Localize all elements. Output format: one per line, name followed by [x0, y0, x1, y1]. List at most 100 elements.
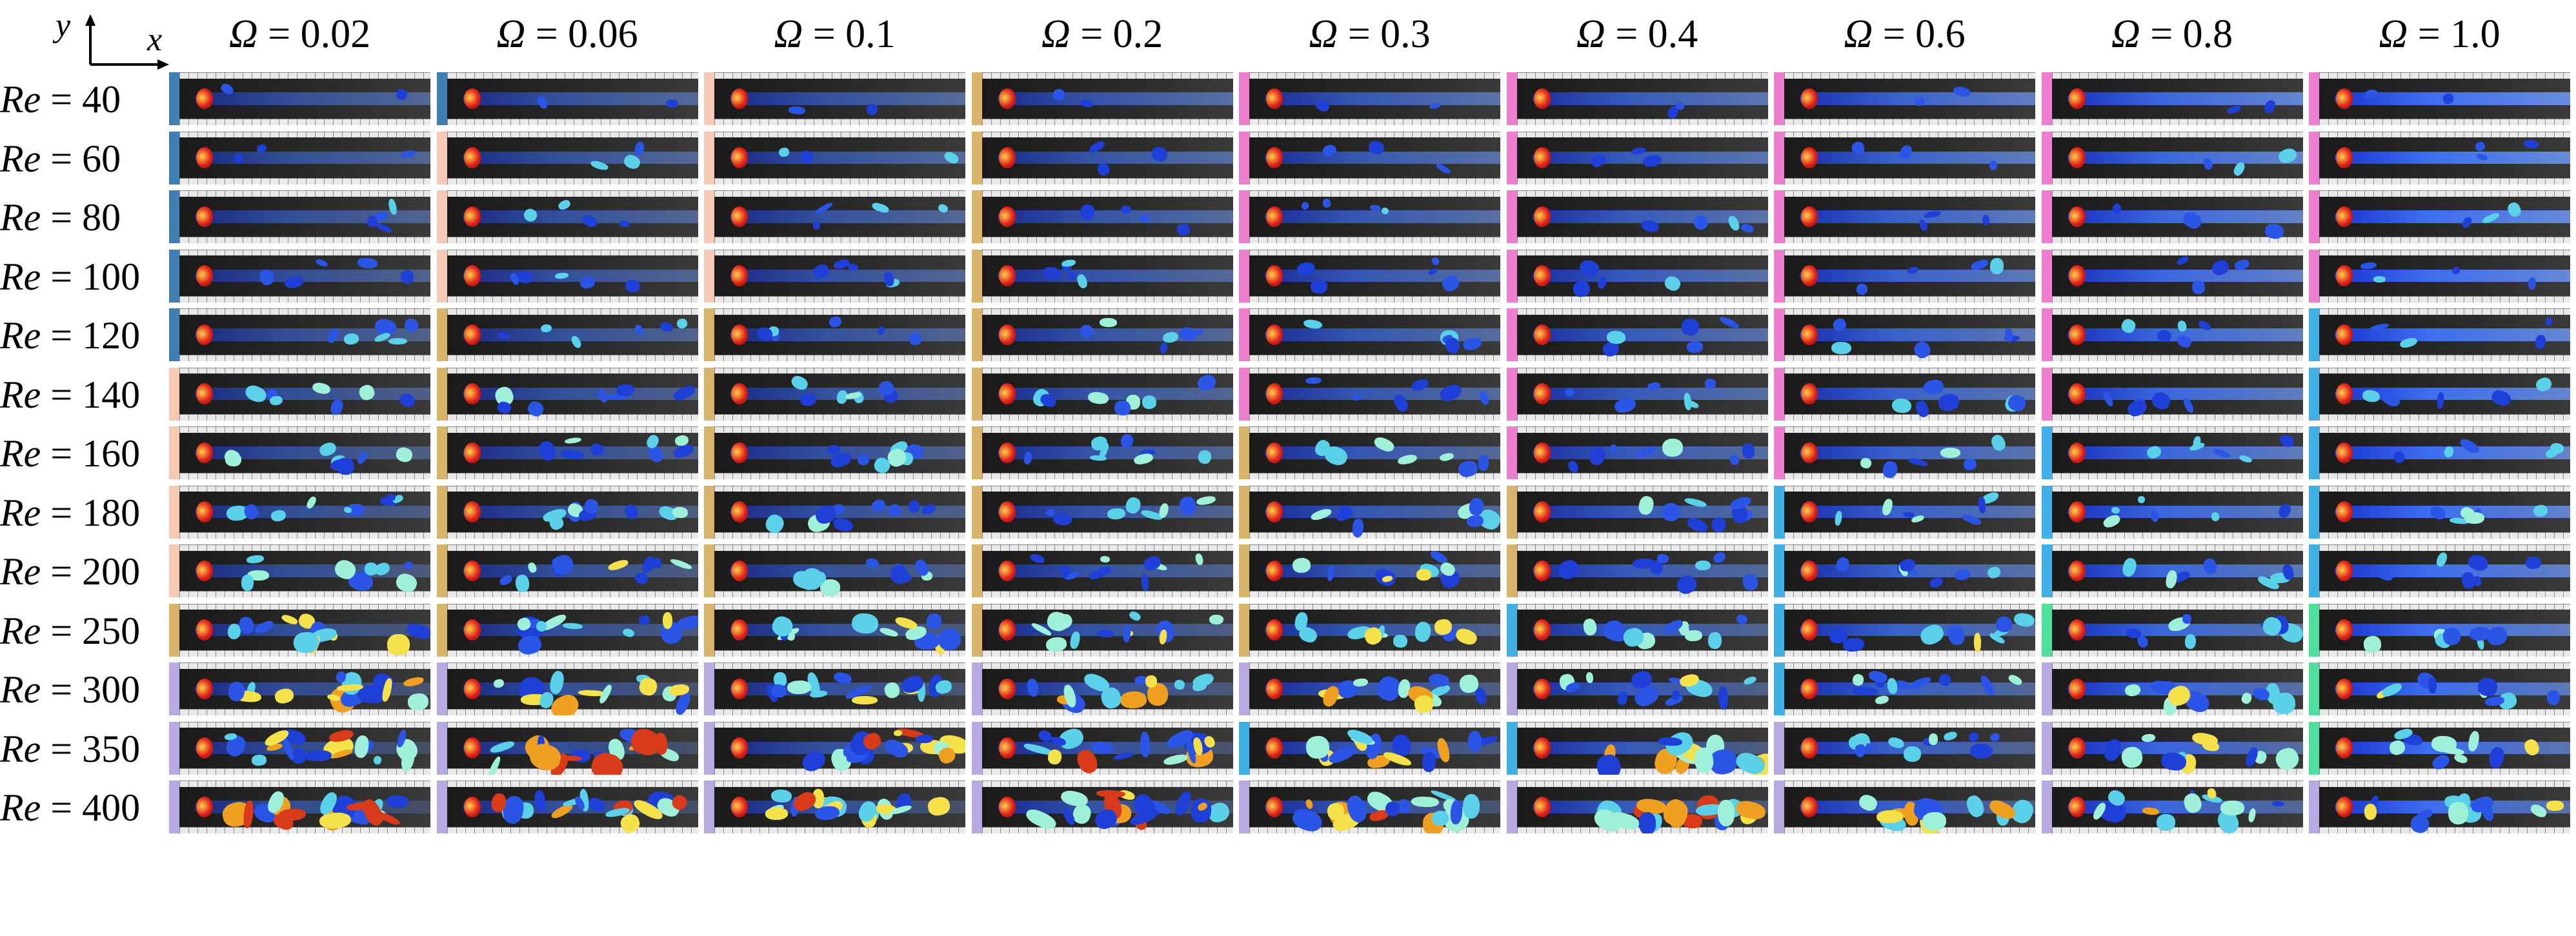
vortex-structure [2364, 804, 2377, 821]
regime-color-strip [2309, 249, 2319, 303]
row-label-equals: = [41, 78, 83, 121]
vortex-core-streak [195, 92, 430, 105]
row-label: Re = 400 [0, 781, 166, 835]
sphere-marker [1801, 560, 1818, 582]
vortex-core-streak [2335, 505, 2570, 519]
vortex-structure [1145, 675, 1158, 688]
regime-color-strip [169, 662, 179, 715]
regime-color-strip [169, 426, 179, 479]
row-label: Re = 80 [0, 190, 166, 245]
wake-snapshot [971, 721, 1233, 775]
row-label-symbol: Re [0, 550, 41, 593]
sphere-marker [2336, 383, 2353, 404]
column-header-symbol: Ω [1041, 12, 1071, 56]
wake-snapshot [2309, 721, 2570, 775]
sphere-marker [1533, 619, 1551, 641]
regime-color-strip [971, 781, 982, 833]
regime-color-strip [1239, 308, 1249, 361]
regime-color-strip [436, 131, 447, 184]
wake-snapshot [1506, 426, 1768, 479]
vortex-structure [1352, 393, 1362, 401]
regime-color-strip [2309, 367, 2319, 421]
vortex-structure [1921, 811, 1947, 831]
regime-color-strip [169, 131, 179, 184]
wake-snapshot [971, 249, 1233, 303]
row-label: Re = 300 [0, 662, 166, 717]
vortex-structure [765, 807, 789, 820]
sphere-marker [2068, 265, 2086, 286]
vortex-core-streak [1532, 328, 1768, 341]
sphere-marker [731, 324, 748, 346]
vortex-structure [1940, 447, 1960, 459]
vortex-structure [365, 563, 378, 575]
wake-snapshot [169, 249, 430, 303]
sphere-marker [463, 147, 481, 168]
sphere-marker [196, 619, 213, 641]
regime-color-strip [971, 190, 982, 243]
regime-color-strip [704, 485, 714, 539]
wake-snapshot [1239, 662, 1500, 715]
column-header-value: 1.0 [2450, 12, 2501, 56]
wake-snapshot [169, 308, 430, 361]
regime-color-strip [1774, 721, 1784, 775]
column-header-value: 0.2 [1112, 12, 1163, 56]
sphere-marker [998, 560, 1016, 582]
vortex-core-streak [462, 564, 698, 577]
wake-snapshot [1774, 485, 2035, 539]
regime-color-strip [169, 603, 179, 657]
column-header-equals: = [257, 12, 301, 56]
regime-color-strip [1239, 131, 1249, 184]
sphere-marker [463, 560, 481, 582]
sphere-marker [731, 265, 748, 286]
wake-snapshot [436, 781, 698, 833]
regime-color-strip [1506, 662, 1517, 715]
regime-color-strip [971, 249, 982, 303]
regime-color-strip [1774, 544, 1784, 597]
regime-color-strip [1506, 131, 1517, 184]
regime-color-strip [1506, 72, 1517, 125]
row-label-symbol: Re [0, 196, 41, 239]
wake-snapshot [971, 190, 1233, 243]
wake-snapshot [169, 367, 430, 421]
vortex-core-streak [730, 328, 965, 341]
sphere-marker [1533, 737, 1551, 759]
wake-snapshot [2041, 190, 2303, 243]
sphere-marker [196, 737, 213, 759]
sphere-marker [1533, 206, 1551, 228]
row-label-symbol: Re [0, 727, 41, 770]
regime-color-strip [2309, 308, 2319, 361]
sphere-marker [998, 383, 1016, 404]
sphere-marker [1533, 88, 1551, 110]
regime-color-strip [2309, 72, 2319, 125]
sphere-marker [463, 265, 481, 286]
wake-snapshot [1239, 426, 1500, 479]
vortex-core-streak [1265, 269, 1500, 283]
sphere-marker [731, 737, 748, 759]
vortex-core-streak [195, 446, 430, 459]
vortex-core-streak [1800, 505, 2035, 519]
row-label-equals: = [41, 668, 83, 711]
row-label-symbol: Re [0, 314, 41, 357]
vortex-structure [1707, 632, 1722, 650]
wake-snapshot [1239, 367, 1500, 421]
sphere-marker [196, 501, 213, 523]
wake-snapshot [971, 781, 1233, 833]
wake-snapshot [436, 485, 698, 539]
wake-snapshot [1506, 72, 1768, 125]
wake-snapshot [704, 603, 965, 657]
vortex-structure [1989, 161, 1998, 171]
sphere-marker [2068, 560, 2086, 582]
regime-color-strip [169, 721, 179, 775]
sphere-marker [1266, 265, 1283, 286]
vortex-structure [1638, 812, 1656, 833]
sphere-marker [1266, 147, 1283, 168]
vortex-core-streak [730, 505, 965, 519]
column-header-equals: = [1873, 12, 1916, 56]
wake-snapshot [2041, 308, 2303, 361]
row-label-value: 350 [82, 727, 141, 770]
row-label: Re = 250 [0, 604, 166, 659]
wake-snapshot [436, 603, 698, 657]
row-label-equals: = [41, 491, 83, 534]
row-label-value: 100 [82, 255, 141, 298]
sphere-marker [2336, 619, 2353, 641]
